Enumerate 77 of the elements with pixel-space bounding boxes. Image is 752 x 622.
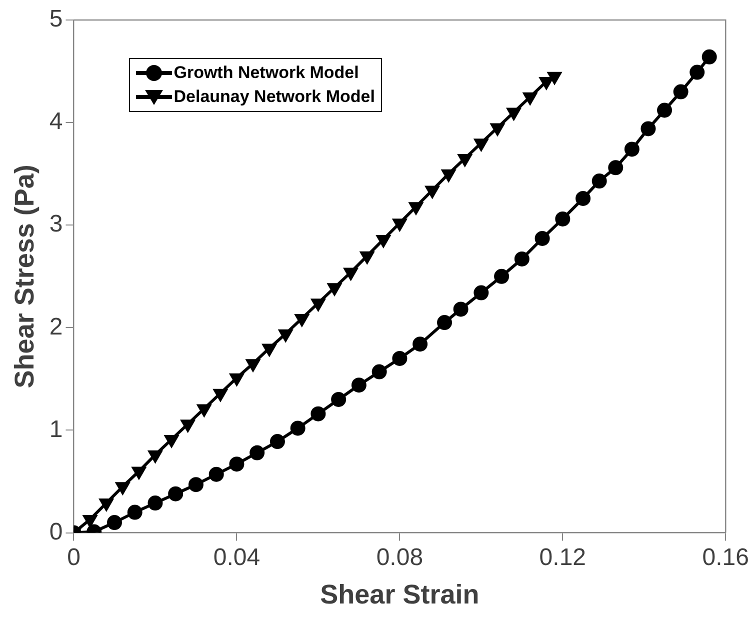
- point: [116, 482, 130, 494]
- y-tick-label: 1: [49, 416, 63, 443]
- point: [214, 388, 228, 401]
- point: [100, 498, 114, 511]
- legend-label: Delaunay Network Model: [174, 87, 375, 107]
- point: [453, 302, 468, 317]
- point: [426, 186, 439, 198]
- point: [197, 404, 211, 416]
- x-tick-label: 0.16: [702, 544, 750, 571]
- legend-label: Growth Network Model: [174, 63, 359, 83]
- point: [437, 315, 452, 330]
- point: [262, 344, 276, 356]
- point: [168, 486, 184, 502]
- point: [290, 420, 306, 436]
- point: [372, 364, 387, 380]
- point: [278, 329, 292, 342]
- point: [331, 392, 346, 407]
- x-tick-label: 0.12: [539, 544, 586, 571]
- point: [608, 160, 624, 176]
- point: [576, 190, 591, 206]
- point: [270, 434, 285, 450]
- y-tick-label: 5: [49, 6, 63, 33]
- point: [106, 515, 122, 530]
- point: [188, 477, 204, 492]
- point: [246, 359, 260, 372]
- point: [548, 72, 562, 84]
- point: [328, 283, 342, 296]
- point: [442, 169, 456, 182]
- point: [624, 142, 640, 157]
- point: [393, 218, 406, 231]
- point: [673, 84, 688, 100]
- point: [376, 234, 390, 247]
- point: [490, 123, 504, 136]
- x-axis-title: Shear Strain: [320, 579, 480, 610]
- point: [592, 174, 607, 189]
- point: [312, 298, 325, 311]
- point: [83, 514, 97, 527]
- x-tick-label: 0.04: [213, 544, 260, 571]
- point: [181, 420, 195, 432]
- point: [555, 211, 570, 226]
- point: [494, 268, 510, 284]
- point: [148, 450, 162, 462]
- point: [458, 154, 472, 166]
- y-tick-label: 0: [49, 518, 63, 546]
- point: [409, 202, 423, 214]
- point: [127, 504, 142, 520]
- point: [640, 121, 656, 136]
- point: [295, 314, 309, 326]
- point: [534, 230, 550, 246]
- point: [229, 456, 244, 472]
- point: [164, 434, 178, 447]
- point: [412, 336, 428, 352]
- point: [507, 108, 520, 120]
- point: [514, 251, 530, 266]
- point: [148, 496, 163, 511]
- point: [310, 406, 326, 422]
- point: [344, 268, 358, 280]
- point: [657, 102, 672, 118]
- point: [392, 350, 408, 366]
- point: [132, 466, 146, 479]
- x-tick-label: 0: [67, 544, 80, 571]
- y-tick-label: 4: [49, 108, 63, 136]
- point: [474, 285, 489, 300]
- point: [523, 92, 537, 104]
- point: [351, 378, 366, 393]
- y-axis-title: Shear Stress (Pa): [10, 164, 40, 388]
- point: [540, 77, 554, 90]
- point: [360, 251, 374, 264]
- point: [208, 466, 224, 482]
- y-tick-label: 3: [49, 210, 63, 238]
- y-tick-label: 2: [49, 313, 63, 340]
- point: [474, 138, 488, 151]
- point: [702, 49, 717, 64]
- point: [250, 445, 265, 460]
- x-tick-label: 0.08: [376, 544, 424, 571]
- point: [230, 373, 244, 386]
- point: [690, 64, 705, 80]
